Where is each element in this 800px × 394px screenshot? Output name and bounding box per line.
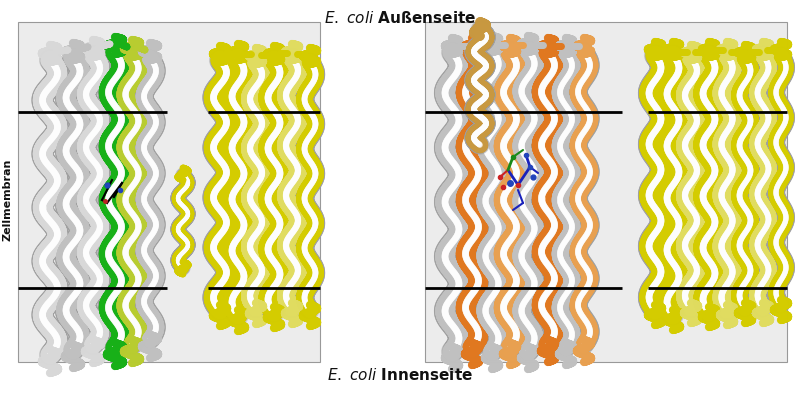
Bar	[425, 22, 787, 362]
Bar	[18, 22, 320, 362]
Text: $\mathit{E.\ coli}$ Innenseite: $\mathit{E.\ coli}$ Innenseite	[327, 367, 473, 383]
Text: $\mathit{E.\ coli}$ Außenseite: $\mathit{E.\ coli}$ Außenseite	[324, 10, 476, 26]
Text: Zellmembran: Zellmembran	[3, 159, 13, 241]
